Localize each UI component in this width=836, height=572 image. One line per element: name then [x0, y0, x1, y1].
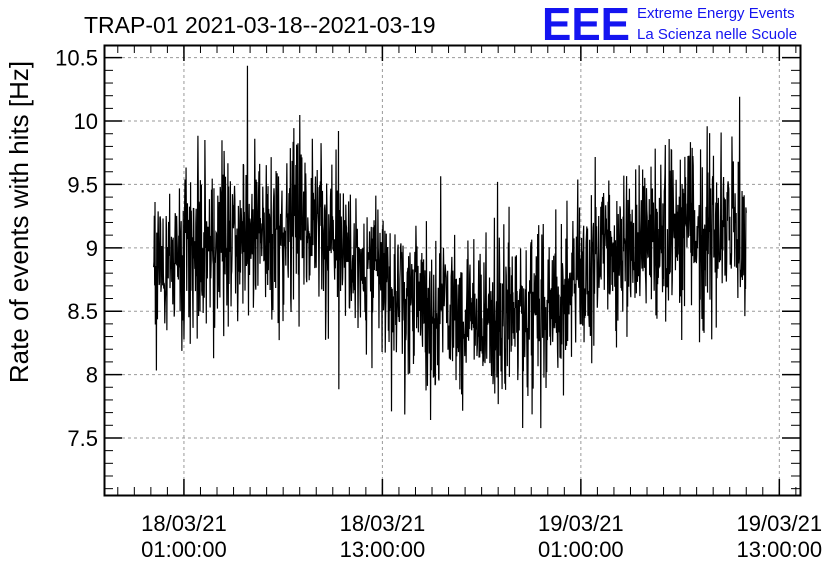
- x-tick-label-date: 18/03/21: [340, 511, 426, 536]
- y-axis: 7.5 8 8.5 9 9.5 10 10.5: [55, 44, 800, 490]
- y-tick-label: 7.5: [67, 426, 98, 451]
- eee-logo-line2: La Scienza nelle Scuole: [637, 26, 797, 43]
- x-axis: 18/03/2101:00:0018/03/2113:00:0019/03/21…: [117, 45, 823, 562]
- y-tick-label: 8.5: [67, 299, 98, 324]
- eee-logo-mark: EEE: [542, 0, 630, 50]
- y-tick-label: 10.5: [55, 46, 98, 71]
- x-tick-label-date: 18/03/21: [141, 511, 227, 536]
- x-tick-label-date: 19/03/21: [538, 511, 624, 536]
- x-tick-label-time: 01:00:00: [141, 537, 227, 562]
- eee-logo-line1: Extreme Energy Events: [637, 5, 795, 22]
- y-tick-label: 8: [86, 363, 98, 388]
- plot-frame: [103, 44, 802, 497]
- x-tick-label-time: 13:00:00: [340, 537, 426, 562]
- y-tick-label: 10: [74, 109, 98, 134]
- eee-logo: EEE Extreme Energy Events La Scienza nel…: [542, 0, 797, 50]
- series-line: [153, 65, 747, 429]
- y-axis-label: Rate of events with hits [Hz]: [4, 61, 34, 383]
- y-tick-label: 9.5: [67, 172, 98, 197]
- chart-title: TRAP-01 2021-03-18--2021-03-19: [84, 12, 436, 38]
- x-tick-label-date: 19/03/21: [737, 511, 823, 536]
- x-tick-label-time: 01:00:00: [538, 537, 624, 562]
- x-tick-label-time: 13:00:00: [737, 537, 823, 562]
- series-rate: [153, 65, 747, 429]
- y-tick-label: 9: [86, 236, 98, 261]
